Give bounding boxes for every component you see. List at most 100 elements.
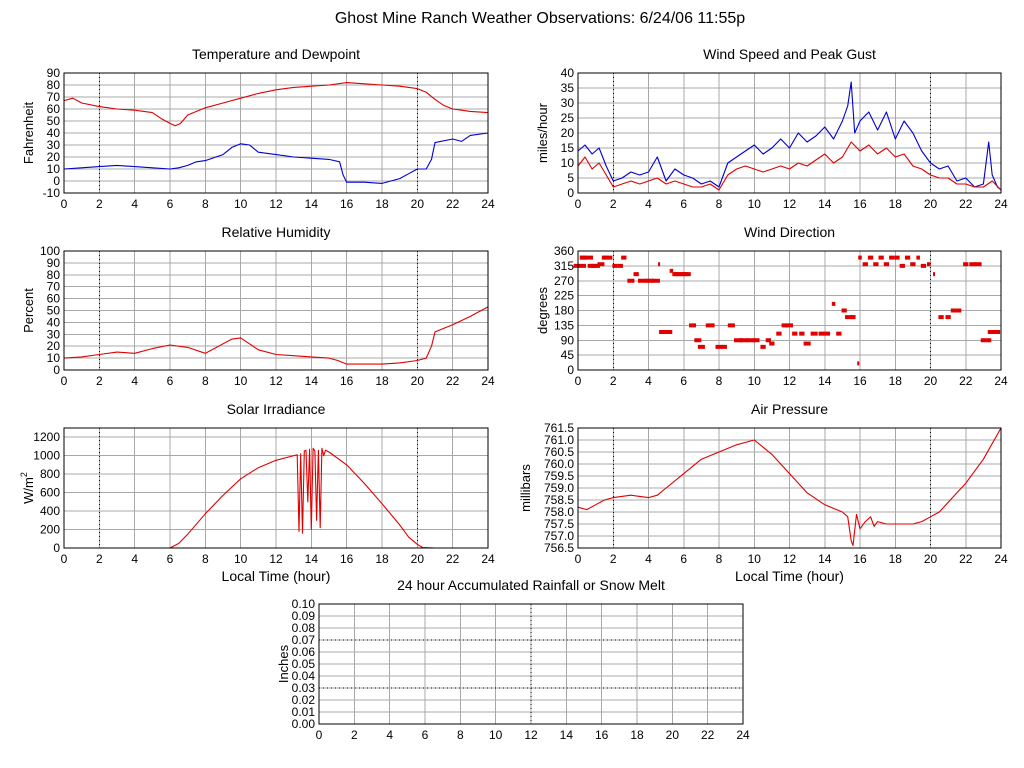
x-tick-label: 4 <box>645 197 652 211</box>
y-tick-label: 757.0 <box>544 529 574 543</box>
direction-mark <box>603 255 613 260</box>
direction-mark <box>873 262 879 267</box>
direction-mark <box>810 331 818 336</box>
direction-mark <box>658 262 661 267</box>
y-tick-label: 60 <box>47 102 61 116</box>
y-tick-label: 0.03 <box>292 681 316 695</box>
y-tick-label: 1200 <box>33 430 60 444</box>
y-tick-label: 50 <box>47 114 61 128</box>
x-tick-label: 0 <box>575 374 582 388</box>
direction-mark <box>591 263 601 268</box>
x-tick-label: 8 <box>716 374 723 388</box>
y-tick-label: 758.0 <box>544 505 574 519</box>
x-tick-label: 14 <box>818 552 832 566</box>
y-axis-label-text: W/m <box>21 477 36 504</box>
y-tick-label: 10 <box>47 162 61 176</box>
x-tick-label: 6 <box>167 552 174 566</box>
x-tick-label: 20 <box>924 197 938 211</box>
x-tick-label: 6 <box>167 374 174 388</box>
x-tick-label: 0 <box>61 197 68 211</box>
x-tick-label: 18 <box>889 374 903 388</box>
y-tick-label: 1000 <box>33 449 60 463</box>
x-tick-label: 18 <box>889 552 903 566</box>
direction-mark <box>850 315 856 320</box>
x-tick-label: 18 <box>630 728 644 742</box>
y-tick-label: 20 <box>47 150 61 164</box>
y-tick-label: 90 <box>561 333 575 347</box>
x-tick-label: 10 <box>748 374 762 388</box>
x-axis-label: Local Time (hour) <box>735 568 844 584</box>
x-tick-label: 10 <box>748 552 762 566</box>
direction-mark <box>945 315 951 320</box>
direction-mark <box>669 268 674 273</box>
chart-title: Wind Direction <box>744 224 835 240</box>
x-tick-label: 2 <box>610 374 617 388</box>
x-tick-label: 2 <box>96 197 103 211</box>
x-tick-label: 24 <box>481 374 495 388</box>
direction-mark <box>733 338 743 343</box>
direction-mark <box>899 263 905 268</box>
y-axis-label: Fahrenheit <box>21 102 36 165</box>
y-tick-label: 758.5 <box>544 493 574 507</box>
direction-mark <box>727 323 735 328</box>
direction-mark <box>857 361 860 366</box>
y-tick-label: 70 <box>47 90 61 104</box>
x-tick-label: 8 <box>716 552 723 566</box>
x-tick-label: 22 <box>701 728 715 742</box>
y-tick-label: 30 <box>561 96 575 110</box>
x-tick-label: 2 <box>610 197 617 211</box>
x-tick-label: 4 <box>131 552 138 566</box>
y-axis-label: Inches <box>276 644 291 683</box>
x-tick-label: 12 <box>269 552 283 566</box>
direction-mark <box>974 262 982 267</box>
x-tick-label: 12 <box>783 552 797 566</box>
direction-mark <box>760 344 766 349</box>
chart-title: Air Pressure <box>751 401 828 417</box>
direction-mark <box>987 329 1001 334</box>
x-tick-label: 6 <box>680 552 687 566</box>
y-tick-label: 761.5 <box>544 421 574 435</box>
y-tick-label: 10 <box>561 156 575 170</box>
y-tick-label: 759.5 <box>544 469 574 483</box>
series-0-line <box>577 427 1002 547</box>
x-tick-label: 14 <box>305 552 319 566</box>
x-tick-label: 22 <box>446 552 460 566</box>
direction-mark <box>612 263 618 268</box>
y-tick-label: 135 <box>554 318 574 332</box>
x-tick-label: 4 <box>131 374 138 388</box>
x-tick-label: 16 <box>340 197 354 211</box>
y-axis-label: degrees <box>535 287 550 334</box>
direction-mark <box>646 278 654 283</box>
y-tick-label: 0 <box>567 363 574 377</box>
series-1-line <box>577 141 1002 191</box>
chart-title: Wind Speed and Peak Gust <box>703 46 876 62</box>
x-tick-label: 4 <box>386 728 393 742</box>
y-tick-label: 0.07 <box>292 633 316 647</box>
direction-mark <box>889 255 895 260</box>
y-tick-label: 90 <box>47 66 61 80</box>
direction-mark <box>651 278 660 283</box>
direction-mark <box>573 263 586 268</box>
y-tick-label: 760.0 <box>544 457 574 471</box>
y-tick-label: 180 <box>554 304 574 318</box>
plot-frame <box>63 72 489 194</box>
y-axis-label-sup: 2 <box>19 472 29 477</box>
x-tick-label: 8 <box>202 374 209 388</box>
y-tick-label: 761.0 <box>544 433 574 447</box>
direction-mark <box>683 272 691 277</box>
y-tick-label: 40 <box>561 66 575 80</box>
direction-mark <box>627 278 635 283</box>
y-tick-label: 20 <box>47 339 61 353</box>
y-tick-label: 0.02 <box>292 693 316 707</box>
x-tick-label: 24 <box>481 552 495 566</box>
x-tick-label: 22 <box>959 552 973 566</box>
direction-mark <box>785 323 794 328</box>
x-tick-label: 8 <box>457 728 464 742</box>
x-tick-label: 12 <box>269 374 283 388</box>
direction-mark <box>822 331 831 336</box>
y-tick-label: 80 <box>47 268 61 282</box>
y-tick-label: 30 <box>47 327 61 341</box>
chart-title: 24 hour Accumulated Rainfall or Snow Mel… <box>397 577 665 593</box>
y-tick-label: 100 <box>40 244 60 258</box>
